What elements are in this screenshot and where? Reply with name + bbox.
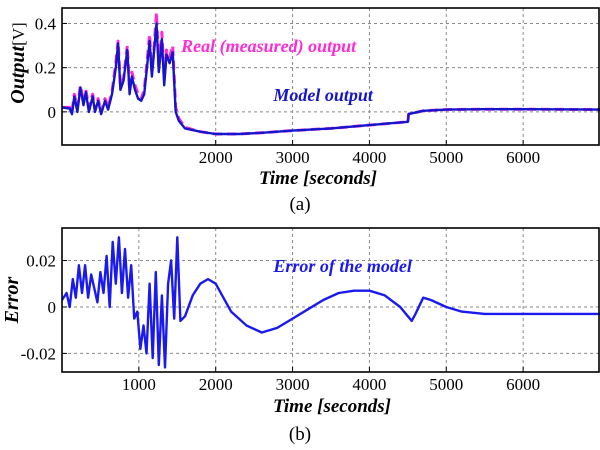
panel-a-annotations: Real (measured) output Model output — [180, 36, 374, 105]
x-tick-label: 6000 — [506, 375, 540, 394]
y-tick-label: -0.02 — [21, 344, 56, 363]
panel-b: 1000 2000 3000 4000 5000 6000 -0.02 0 0.02 Erro… — [1, 227, 600, 445]
x-tick-label: 4000 — [352, 375, 386, 394]
panel-a-y-ticks: 0 0.2 0.4 — [35, 14, 67, 122]
panel-b-x-ticks: 1000 2000 3000 4000 5000 6000 — [122, 367, 540, 394]
annotation-label: Model output — [272, 85, 374, 105]
panel-a-x-axis-title: Time [seconds] — [259, 168, 377, 189]
panel-b-y-ticks: -0.02 0 0.02 — [21, 252, 67, 363]
panel-a-y-axis-unit: [V] — [9, 22, 28, 46]
x-tick-label: 6000 — [506, 148, 540, 167]
panel-a-grid — [62, 8, 600, 145]
panel-b-annotations: Error of the model — [272, 256, 412, 276]
series-model-output-line — [62, 22, 600, 136]
x-tick-label: 3000 — [276, 148, 310, 167]
annotation-label: Error of the model — [272, 256, 412, 276]
panel-b-grid — [62, 228, 600, 372]
x-tick-label: 5000 — [429, 148, 463, 167]
panel-b-frame — [61, 227, 600, 373]
x-tick-label: 2000 — [199, 148, 233, 167]
panel-a-y-axis-main: Output — [7, 44, 29, 103]
panel-b-y-axis-title: Error — [1, 276, 23, 324]
y-tick-label: 0.02 — [26, 252, 56, 271]
y-tick-label: 0 — [48, 298, 57, 317]
y-tick-label: 0.2 — [35, 59, 56, 78]
panel-a: 2000 3000 4000 5000 6000 0 0.2 0.4 Real (measu… — [7, 7, 600, 215]
panel-b-caption: (b) — [289, 424, 311, 445]
x-tick-label: 1000 — [122, 375, 156, 394]
x-tick-label: 3000 — [276, 375, 310, 394]
x-tick-label: 2000 — [199, 375, 233, 394]
y-tick-label: 0.4 — [35, 14, 57, 33]
panel-a-series — [62, 10, 600, 136]
annotation-label: Real (measured) output — [180, 36, 357, 57]
panel-a-x-ticks: 2000 3000 4000 5000 6000 — [199, 140, 540, 167]
y-tick-label: 0 — [48, 103, 57, 122]
series-error-of-the-model-line — [62, 236, 600, 369]
panel-a-caption: (a) — [289, 194, 310, 215]
x-tick-label: 4000 — [352, 148, 386, 167]
series-real-measured-output-line — [62, 10, 600, 136]
panel-b-x-axis-title: Time [seconds] — [273, 396, 391, 417]
panel-a-y-axis-title: Output[V] — [7, 22, 29, 103]
panel-a-frame — [61, 7, 600, 146]
x-tick-label: 5000 — [429, 375, 463, 394]
panel-b-series — [62, 236, 600, 369]
